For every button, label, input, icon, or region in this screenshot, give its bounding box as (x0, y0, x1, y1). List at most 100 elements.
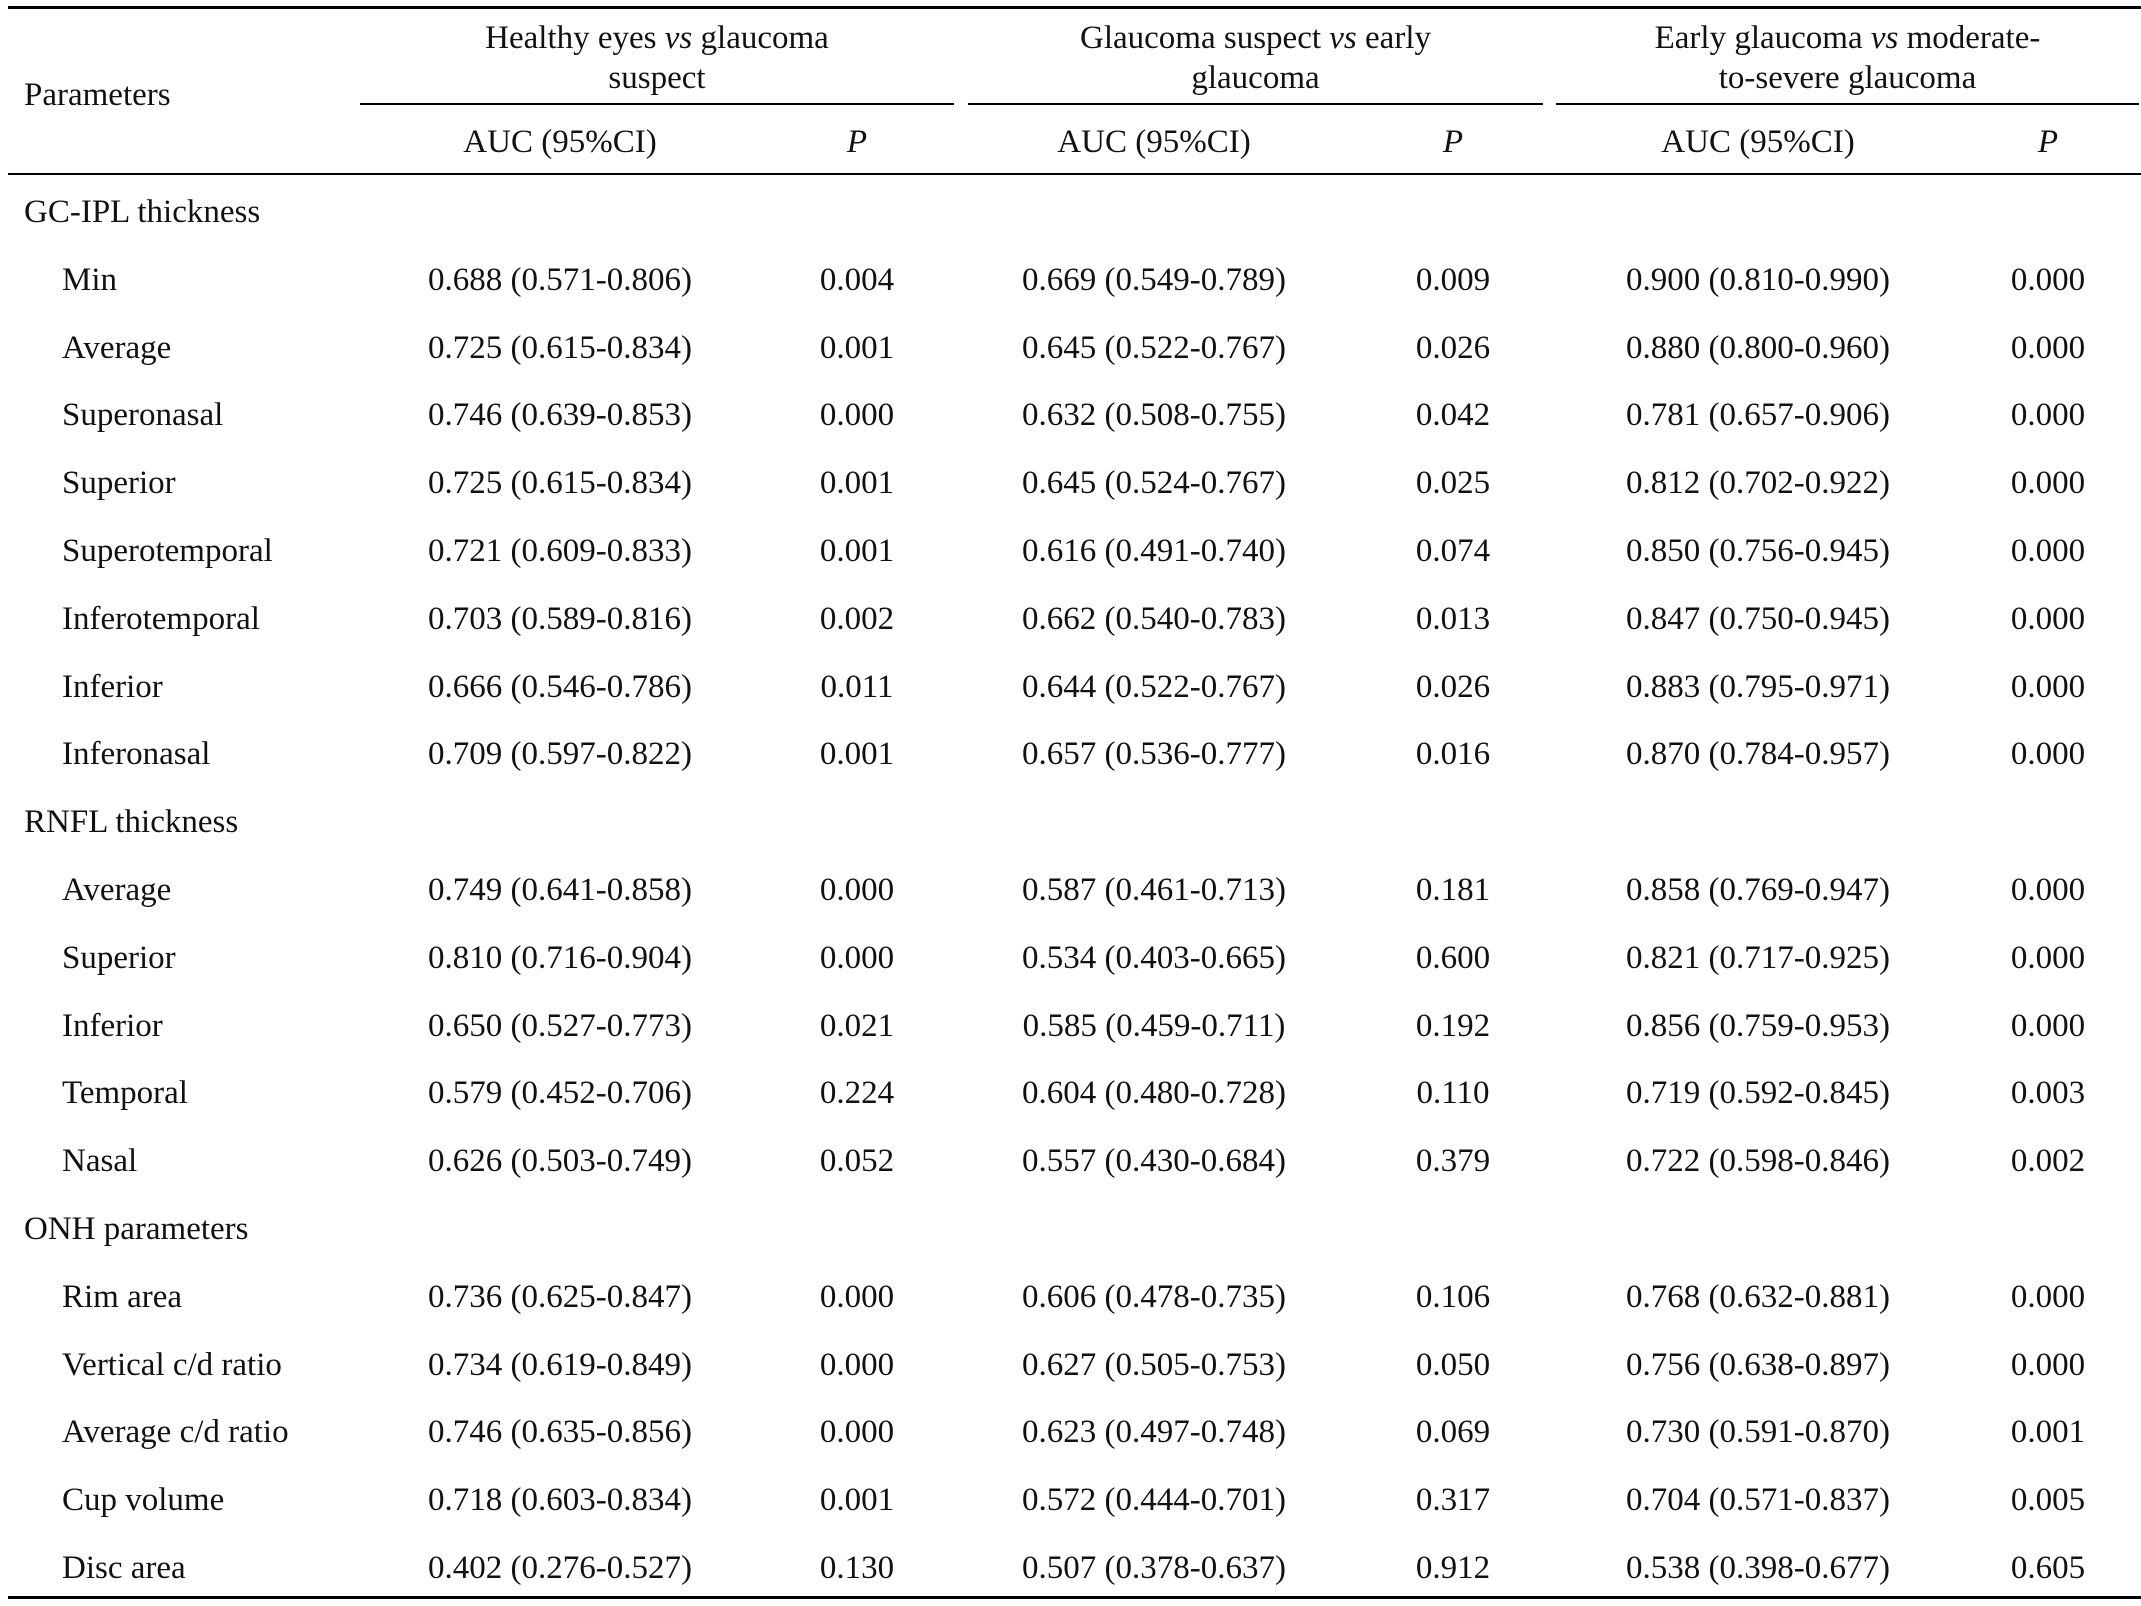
p-value: 0.106 (1415, 1279, 1491, 1315)
p-value: 0.002 (819, 601, 895, 637)
parameter-name: Average c/d ratio (62, 1414, 289, 1450)
comparison-header-pre: Healthy eyes (485, 20, 665, 56)
comparison-header-line2: suspect (608, 60, 706, 96)
p-value: 0.000 (2010, 533, 2086, 569)
parameter-name: Inferior (62, 669, 163, 705)
auc-value: 0.821 (0.717-0.925) (1626, 940, 1890, 976)
auc-value: 0.858 (0.769-0.947) (1626, 872, 1890, 908)
auc-value: 0.810 (0.716-0.904) (428, 940, 692, 976)
section-heading: ONH parameters (24, 1211, 249, 1247)
parameter-name: Superonasal (62, 397, 224, 433)
parameter-name: Vertical c/d ratio (62, 1347, 282, 1383)
p-value: 0.000 (2010, 669, 2086, 705)
p-value: 0.009 (1415, 262, 1491, 298)
auc-value: 0.507 (0.378-0.637) (1022, 1550, 1286, 1586)
comparison-header-line2: glaucoma (1191, 60, 1320, 96)
auc-value: 0.883 (0.795-0.971) (1626, 669, 1890, 705)
p-value: 0.379 (1415, 1143, 1491, 1179)
parameter-name: Rim area (62, 1279, 183, 1315)
group-rule-3 (1556, 103, 2139, 105)
auc-value: 0.749 (0.641-0.858) (428, 872, 692, 908)
auc-header: AUC (95%CI) (1057, 124, 1251, 160)
comparison-header-pre: Glaucoma suspect (1080, 20, 1330, 56)
p-value: 0.224 (819, 1075, 895, 1111)
p-value: 0.013 (1415, 601, 1491, 637)
auc-value: 0.703 (0.589-0.816) (428, 601, 692, 637)
auc-value: 0.604 (0.480-0.728) (1022, 1075, 1286, 1111)
comparison-header-line1: Healthy eyes vs glaucoma (360, 18, 954, 58)
auc-value: 0.709 (0.597-0.822) (428, 736, 692, 772)
section-heading: GC-IPL thickness (24, 194, 261, 230)
section-heading: RNFL thickness (24, 804, 239, 840)
auc-value: 0.736 (0.625-0.847) (428, 1279, 692, 1315)
p-value: 0.912 (1415, 1550, 1491, 1586)
parameter-name: Cup volume (62, 1482, 225, 1518)
bottom-rule (8, 1596, 2141, 1599)
p-value: 0.026 (1415, 669, 1491, 705)
auc-value: 0.650 (0.527-0.773) (428, 1008, 692, 1044)
parameter-name: Superior (62, 465, 176, 501)
p-value: 0.002 (2010, 1143, 2086, 1179)
p-value: 0.016 (1415, 736, 1491, 772)
p-value: 0.001 (819, 465, 895, 501)
p-value: 0.000 (819, 397, 895, 433)
parameter-name: Superior (62, 940, 176, 976)
p-value: 0.001 (819, 1482, 895, 1518)
parameters-header: Parameters (24, 77, 171, 113)
p-value: 0.000 (2010, 330, 2086, 366)
auc-value: 0.645 (0.522-0.767) (1022, 330, 1286, 366)
auc-value: 0.632 (0.508-0.755) (1022, 397, 1286, 433)
p-value: 0.192 (1415, 1008, 1491, 1044)
auc-value: 0.644 (0.522-0.767) (1022, 669, 1286, 705)
auc-value: 0.781 (0.657-0.906) (1626, 397, 1890, 433)
p-value: 0.074 (1415, 533, 1491, 569)
comparison-header-post: early (1356, 20, 1431, 56)
parameter-name: Average (62, 872, 172, 908)
p-value: 0.000 (819, 1279, 895, 1315)
comparison-header-vs: vs (1329, 20, 1357, 56)
comparison-header: Glaucoma suspect vs early glaucoma (968, 18, 1543, 98)
p-value: 0.001 (819, 736, 895, 772)
top-rule (8, 6, 2141, 9)
auc-value: 0.557 (0.430-0.684) (1022, 1143, 1286, 1179)
p-value: 0.042 (1415, 397, 1491, 433)
auc-value: 0.812 (0.702-0.922) (1626, 465, 1890, 501)
p-header: P (2037, 124, 2059, 160)
auc-value: 0.719 (0.592-0.845) (1626, 1075, 1890, 1111)
auc-value: 0.623 (0.497-0.748) (1022, 1414, 1286, 1450)
p-value: 0.000 (819, 1347, 895, 1383)
p-value: 0.600 (1415, 940, 1491, 976)
auc-value: 0.616 (0.491-0.740) (1022, 533, 1286, 569)
p-value: 0.000 (819, 872, 895, 908)
auc-value: 0.734 (0.619-0.849) (428, 1347, 692, 1383)
p-value: 0.000 (2010, 736, 2086, 772)
p-value: 0.069 (1415, 1414, 1491, 1450)
auc-value: 0.402 (0.276-0.527) (428, 1550, 692, 1586)
auc-value: 0.847 (0.750-0.945) (1626, 601, 1890, 637)
group-rule-2 (968, 103, 1543, 105)
auc-value: 0.662 (0.540-0.783) (1022, 601, 1286, 637)
p-value: 0.000 (2010, 940, 2086, 976)
auc-value: 0.725 (0.615-0.834) (428, 465, 692, 501)
p-value: 0.000 (2010, 1347, 2086, 1383)
p-value: 0.000 (2010, 262, 2086, 298)
auc-value: 0.572 (0.444-0.701) (1022, 1482, 1286, 1518)
p-value: 0.000 (819, 1414, 895, 1450)
p-value: 0.181 (1415, 872, 1491, 908)
p-value: 0.110 (1416, 1075, 1490, 1111)
auc-value: 0.645 (0.524-0.767) (1022, 465, 1286, 501)
auc-value: 0.756 (0.638-0.897) (1626, 1347, 1890, 1383)
p-value: 0.130 (819, 1550, 895, 1586)
p-value: 0.025 (1415, 465, 1491, 501)
auc-value: 0.606 (0.478-0.735) (1022, 1279, 1286, 1315)
parameter-name: Superotemporal (62, 533, 273, 569)
parameter-name: Average (62, 330, 172, 366)
comparison-header-post: glaucoma (692, 20, 829, 56)
p-value: 0.000 (819, 940, 895, 976)
comparison-header: Early glaucoma vs moderate-to-severe gla… (1556, 18, 2139, 98)
auc-value: 0.870 (0.784-0.957) (1626, 736, 1890, 772)
p-value: 0.605 (2010, 1550, 2086, 1586)
auc-value: 0.585 (0.459-0.711) (1022, 1008, 1286, 1044)
auc-header: AUC (95%CI) (463, 124, 657, 160)
comparison-header-post: moderate- (1898, 20, 2041, 56)
